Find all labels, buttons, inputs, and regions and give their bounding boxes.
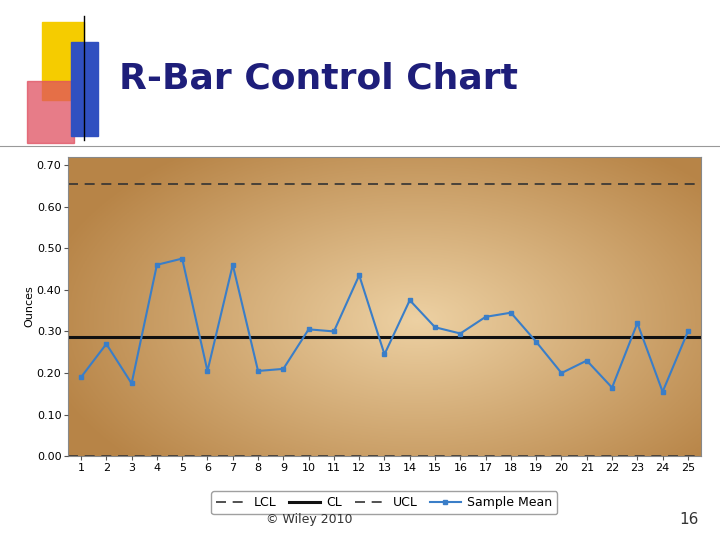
Text: 16: 16 <box>679 511 698 526</box>
Y-axis label: Ounces: Ounces <box>24 286 34 327</box>
Legend: LCL, CL, UCL, Sample Mean: LCL, CL, UCL, Sample Mean <box>212 491 557 515</box>
Text: © Wiley 2010: © Wiley 2010 <box>266 514 353 526</box>
Text: R-Bar Control Chart: R-Bar Control Chart <box>119 62 518 95</box>
